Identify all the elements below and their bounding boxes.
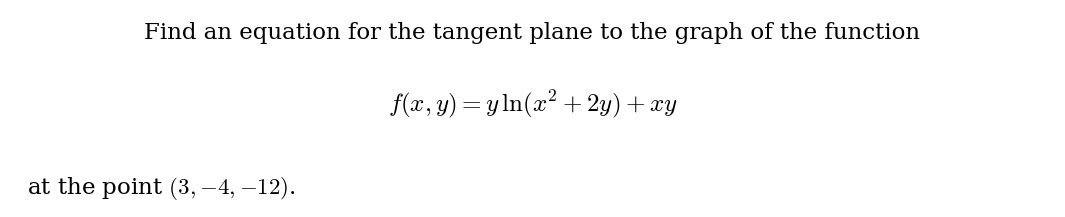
Text: at the point $(3, {-}4, {-}12)$.: at the point $(3, {-}4, {-}12)$. bbox=[27, 175, 295, 202]
Text: $f(x, y) = y\,\mathrm{ln}(x^2 + 2y) + xy$: $f(x, y) = y\,\mathrm{ln}(x^2 + 2y) + xy… bbox=[388, 88, 677, 120]
Text: Find an equation for the tangent plane to the graph of the function: Find an equation for the tangent plane t… bbox=[145, 22, 920, 44]
